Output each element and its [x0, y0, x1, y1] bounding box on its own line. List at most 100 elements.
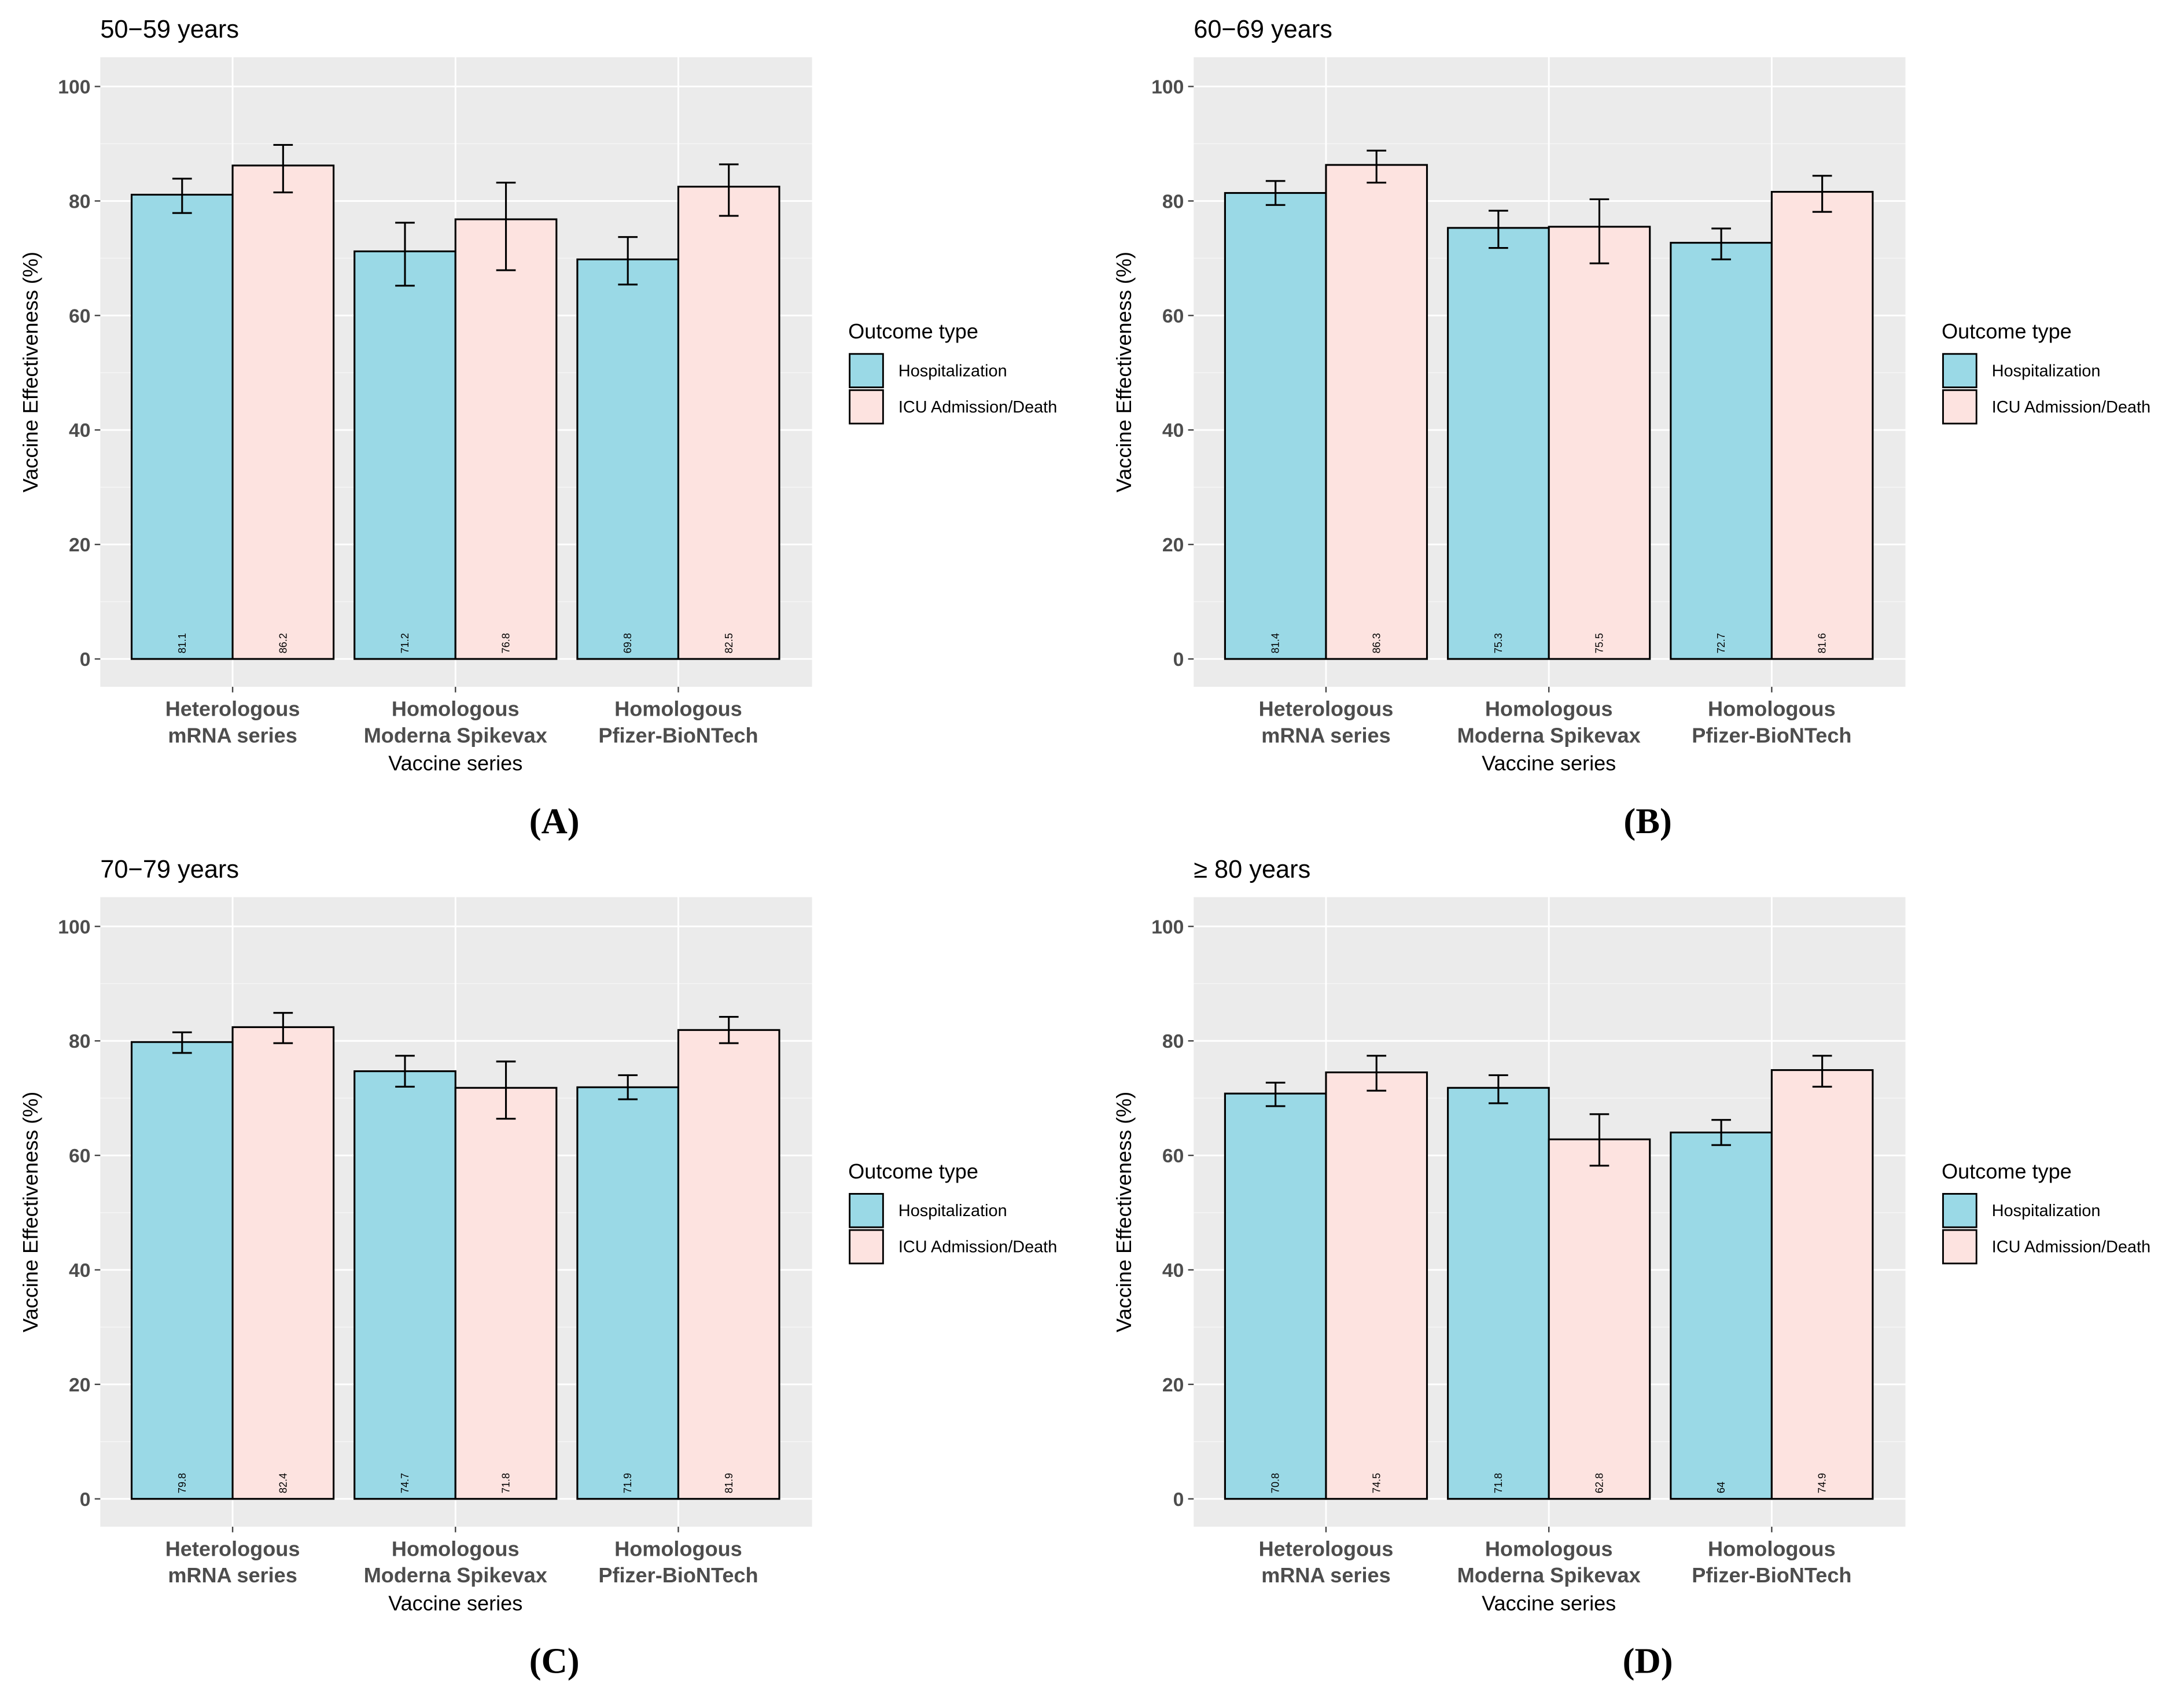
y-axis-title: Vaccine Effectiveness (%) — [19, 1092, 42, 1332]
bar-value-label: 79.8 — [176, 1473, 188, 1493]
x-axis-title: Vaccine series — [1482, 752, 1616, 775]
bar-value-label: 81.9 — [723, 1473, 735, 1493]
x-tick-label-line2: mRNA series — [1261, 1563, 1390, 1587]
legend-title: Outcome type — [848, 1159, 978, 1183]
bar-hospitalization — [130, 1041, 234, 1500]
x-tick-label-line1: Homologous — [1485, 697, 1613, 721]
x-axis-title: Vaccine series — [1482, 1591, 1616, 1615]
x-tick-label-line1: Homologous — [614, 697, 742, 721]
bar-value-label: 69.8 — [622, 633, 634, 653]
y-tick-label: 60 — [69, 1145, 90, 1167]
x-tick-label-line2: Moderna Spikevax — [1457, 1563, 1641, 1587]
x-tick-label-line2: Pfizer-BioNTech — [1692, 723, 1851, 747]
bar-hospitalization — [1224, 1092, 1327, 1500]
bar-hospitalization — [353, 1070, 456, 1500]
panel-caption: (C) — [529, 1641, 580, 1681]
x-tick-label-line1: Homologous — [1708, 697, 1836, 721]
bar-value-label: 70.8 — [1270, 1473, 1281, 1493]
legend-swatch — [849, 389, 884, 425]
legend-label: Hospitalization — [1992, 1202, 2101, 1220]
bar-icu-death — [677, 186, 780, 660]
bar-hospitalization — [1447, 1087, 1550, 1500]
bar-value-label: 76.8 — [500, 633, 512, 653]
y-tick-label: 0 — [80, 649, 91, 671]
y-tick-label: 60 — [69, 305, 90, 327]
bar-icu-death — [231, 164, 335, 660]
legend-label: ICU Admission/Death — [1992, 398, 2150, 417]
legend-label: Hospitalization — [898, 362, 1007, 380]
panel-a: 50−59 years 0 20 40 60 80 100 81.1 86.2 Heterolog… — [19, 16, 1057, 841]
y-tick-label: 20 — [1162, 1374, 1184, 1396]
y-tick-label: 100 — [1151, 76, 1184, 98]
x-tick-label-line2: Moderna Spikevax — [1457, 723, 1641, 747]
bar-icu-death — [454, 218, 558, 660]
bar-value-label: 81.1 — [176, 633, 188, 653]
y-tick-label: 0 — [80, 1489, 91, 1511]
legend-swatch — [849, 1193, 884, 1228]
bar-value-label: 74.5 — [1371, 1473, 1382, 1493]
legend-label: ICU Admission/Death — [1992, 1238, 2150, 1257]
y-tick-label: 40 — [1162, 1260, 1184, 1281]
panel-b: 60−69 years 0 20 40 60 80 100 81.4 86.3 Heterolog… — [1112, 16, 2150, 841]
y-axis-title: Vaccine Effectiveness (%) — [1112, 252, 1136, 492]
panel-title: 70−79 years — [100, 856, 239, 883]
x-axis-title: Vaccine series — [388, 752, 522, 775]
y-tick-label: 20 — [1162, 534, 1184, 556]
y-tick-label: 80 — [1162, 1030, 1184, 1052]
y-axis-title: Vaccine Effectiveness (%) — [19, 252, 42, 492]
x-tick-label-line1: Homologous — [1708, 1537, 1836, 1560]
bar-icu-death — [454, 1087, 558, 1500]
panel-title: ≥ 80 years — [1194, 856, 1310, 883]
legend-label: ICU Admission/Death — [898, 1238, 1057, 1257]
bar-hospitalization — [1224, 192, 1327, 660]
y-tick-label: 40 — [1162, 419, 1184, 441]
bar-icu-death — [677, 1029, 780, 1500]
bar-value-label: 71.9 — [622, 1473, 634, 1493]
legend-swatch — [1942, 389, 1977, 425]
y-tick-label: 80 — [69, 190, 90, 212]
bar-value-label: 71.8 — [1493, 1473, 1504, 1493]
bar-icu-death — [1548, 226, 1651, 660]
y-tick-label: 80 — [1162, 190, 1184, 212]
legend-label: ICU Admission/Death — [898, 398, 1057, 417]
y-axis-title: Vaccine Effectiveness (%) — [1112, 1092, 1136, 1332]
x-tick-label-line1: Heterologous — [1259, 697, 1394, 721]
y-tick-label: 40 — [69, 419, 90, 441]
bar-value-label: 81.4 — [1270, 633, 1281, 653]
legend-swatch — [1942, 1229, 1977, 1265]
legend-label: Hospitalization — [1992, 362, 2101, 380]
bar-value-label: 75.3 — [1493, 633, 1504, 653]
panel-title: 50−59 years — [100, 16, 239, 43]
x-tick-label-line2: Pfizer-BioNTech — [598, 1563, 758, 1587]
x-tick-label-line2: Pfizer-BioNTech — [598, 723, 758, 747]
bar-value-label: 86.2 — [277, 633, 289, 653]
bar-value-label: 82.5 — [723, 633, 735, 653]
bar-value-label: 75.5 — [1593, 633, 1605, 653]
legend-swatch — [1942, 353, 1977, 388]
x-tick-label-line2: mRNA series — [168, 1563, 297, 1587]
bar-hospitalization — [1447, 227, 1550, 660]
bar-hospitalization — [576, 1086, 680, 1500]
bar-icu-death — [1325, 1071, 1428, 1500]
panel-caption: (B) — [1623, 801, 1671, 841]
x-tick-label-line2: mRNA series — [1261, 723, 1390, 747]
bar-value-label: 81.6 — [1817, 633, 1828, 653]
bar-hospitalization — [130, 193, 234, 660]
legend-label: Hospitalization — [898, 1202, 1007, 1220]
bar-value-label: 74.7 — [399, 1473, 411, 1493]
x-tick-label-line2: Pfizer-BioNTech — [1692, 1563, 1851, 1587]
bar-value-label: 71.2 — [399, 633, 411, 653]
y-tick-label: 40 — [69, 1260, 90, 1281]
x-tick-label-line2: mRNA series — [168, 723, 297, 747]
bar-value-label: 74.9 — [1817, 1473, 1828, 1493]
bar-hospitalization — [576, 258, 680, 660]
y-tick-label: 20 — [69, 534, 90, 556]
y-tick-label: 60 — [1162, 305, 1184, 327]
bar-icu-death — [1325, 164, 1428, 660]
panel-c: 70−79 years 0 20 40 60 80 100 79.8 82.4 Heterolog… — [19, 856, 1057, 1681]
x-tick-label-line1: Homologous — [392, 1537, 520, 1560]
panel-title: 60−69 years — [1194, 16, 1332, 43]
panel-caption: (A) — [529, 801, 580, 841]
y-tick-label: 20 — [69, 1374, 90, 1396]
